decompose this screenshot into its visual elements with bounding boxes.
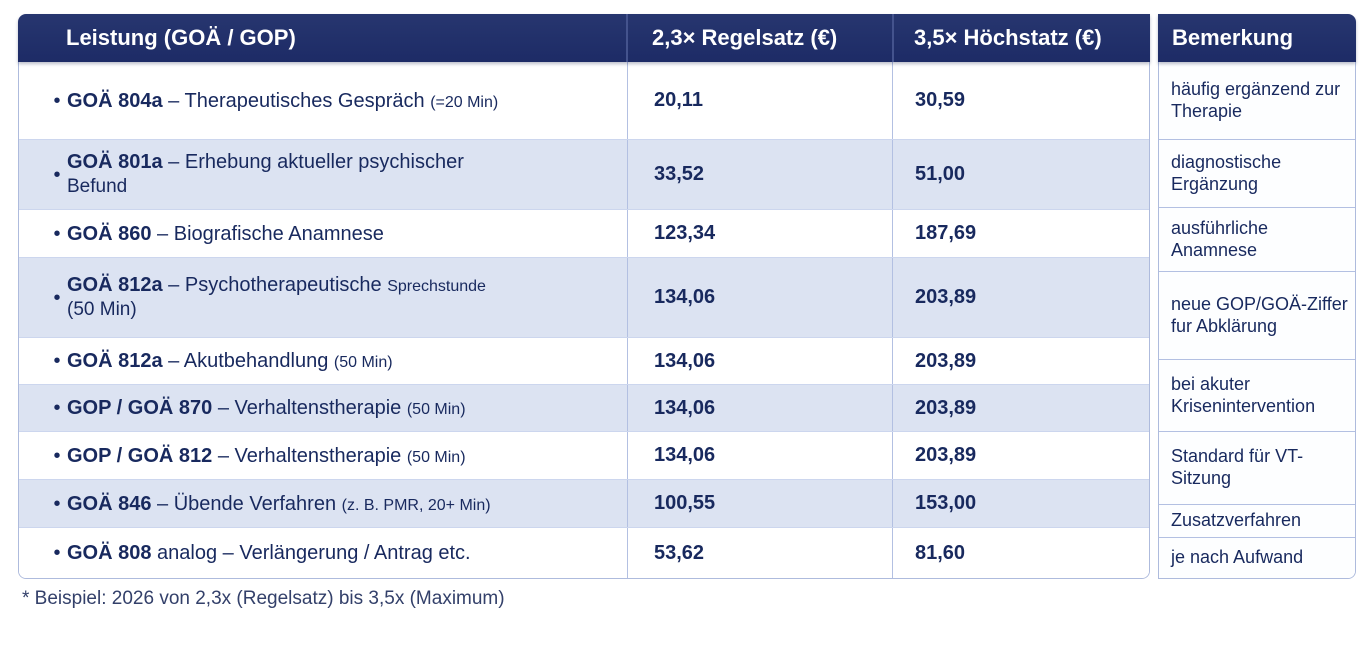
- column-gap: [1150, 14, 1158, 579]
- bemerkung-cell: diagnostische Ergänzung: [1159, 140, 1355, 208]
- bemerkung-cell: je nach Aufwand: [1159, 538, 1355, 578]
- bemerkung-cell: bei akuter Krisenintervention: [1159, 360, 1355, 432]
- table-row: • GOÄ 801a – Erhebung aktueller psychisc…: [19, 140, 1149, 210]
- bemerkung-cell: häufig ergänzend zur Therapie: [1159, 62, 1355, 140]
- leistung-cell: • GOÄ 804a – Therapeutisches Gespräch (=…: [19, 62, 627, 139]
- column-header-bemerkung: Bemerkung: [1158, 14, 1356, 62]
- regelsatz-cell: 53,62: [627, 528, 893, 578]
- hoechstsatz-cell: 203,89: [915, 444, 977, 466]
- regelsatz-cell: 123,34: [627, 210, 893, 257]
- hoechstsatz-cell: 203,89: [915, 396, 977, 419]
- bullet-icon: •: [53, 350, 61, 372]
- leistung-text: GOP / GOÄ 870 – Verhaltenstherapie (50 M…: [67, 397, 466, 419]
- bullet-icon: •: [53, 542, 61, 564]
- hoechstsatz-cell: 153,00: [915, 492, 977, 514]
- leistung-cell: • GOÄ 801a – Erhebung aktueller psychisc…: [19, 140, 627, 209]
- regelsatz-cell: 134,06: [627, 258, 893, 337]
- hoechstsatz-cell: 203,89: [915, 286, 977, 308]
- bemerkung-cell: Standard für VT-Sitzung: [1159, 432, 1355, 505]
- leistung-text: GOP / GOÄ 812 – Verhaltenstherapie (50 M…: [67, 444, 466, 467]
- footnote: * Beispiel: 2026 von 2,3x (Regelsatz) bi…: [22, 588, 505, 609]
- leistung-text: GOÄ 808 analog – Verlängerung / Antrag e…: [67, 542, 471, 564]
- regelsatz-cell: 134,06: [627, 338, 893, 384]
- table-header-row: Leistung (GOÄ / GOP) 2,3× Regelsatz (€) …: [18, 14, 1150, 62]
- table-row: • GOÄ 860 – Biografische Anamnese 123,34…: [19, 210, 1149, 258]
- leistung-cell: • GOÄ 860 – Biografische Anamnese: [19, 210, 627, 257]
- leistung-cell: • GOP / GOÄ 870 – Verhaltenstherapie (50…: [19, 385, 627, 431]
- table-row: • GOÄ 812a – Akutbehandlung (50 Min) 134…: [19, 338, 1149, 385]
- leistung-cell: • GOP / GOÄ 812 – Verhaltenstherapie (50…: [19, 432, 627, 479]
- leistung-cell: • GOÄ 846 – Übende Verfahren (z. B. PMR,…: [19, 480, 627, 527]
- bemerkung-cell: Zusatzverfahren: [1159, 505, 1355, 538]
- regelsatz-cell: 134,06: [627, 385, 893, 431]
- hoechstsatz-cell: 187,69: [915, 222, 977, 244]
- leistung-text: GOÄ 812a – Psychotherapeutische Sprechst…: [67, 274, 486, 321]
- table-row: • GOÄ 846 – Übende Verfahren (z. B. PMR,…: [19, 480, 1149, 528]
- bullet-icon: •: [53, 397, 61, 419]
- table-row: • GOP / GOÄ 812 – Verhaltenstherapie (50…: [19, 432, 1149, 480]
- table-body: • GOÄ 804a – Therapeutisches Gespräch (=…: [18, 62, 1150, 579]
- bemerkung-cell: ausführliche Anamnese: [1159, 208, 1355, 272]
- leistung-cell: • GOÄ 812a – Akutbehandlung (50 Min): [19, 338, 627, 384]
- bullet-icon: •: [53, 444, 61, 467]
- leistung-text: GOÄ 804a – Therapeutisches Gespräch (=20…: [67, 89, 499, 112]
- hoechstsatz-cell: 51,00: [915, 163, 966, 185]
- hoechstsatz-cell: 203,89: [915, 349, 977, 372]
- column-header-regelsatz: 2,3× Regelsatz (€): [628, 14, 894, 62]
- leistung-text: GOÄ 812a – Akutbehandlung (50 Min): [67, 350, 393, 372]
- leistung-cell: • GOÄ 812a – Psychotherapeutische Sprech…: [19, 258, 627, 337]
- fee-table: Leistung (GOÄ / GOP) 2,3× Regelsatz (€) …: [18, 14, 1356, 579]
- hoechstsatz-cell: 81,60: [915, 541, 966, 564]
- leistung-text: GOÄ 860 – Biografische Anamnese: [67, 222, 384, 245]
- bullet-icon: •: [53, 286, 61, 309]
- bullet-icon: •: [53, 222, 61, 245]
- column-header-hoechstsatz: 3,5× Höchstatz (€): [914, 25, 1102, 50]
- bullet-icon: •: [53, 492, 61, 515]
- regelsatz-cell: 33,52: [627, 140, 893, 209]
- bemerkung-column: Bemerkung häufig ergänzend zur Therapie d…: [1158, 14, 1356, 579]
- column-header-leistung: Leistung (GOÄ / GOP): [18, 14, 628, 62]
- bemerkung-cell: neue GOP/GOÄ-Ziffer fur Abklärung: [1159, 272, 1355, 360]
- regelsatz-cell: 20,11: [627, 62, 893, 139]
- table-row: • GOÄ 808 analog – Verlängerung / Antrag…: [19, 528, 1149, 578]
- leistung-cell: • GOÄ 808 analog – Verlängerung / Antrag…: [19, 528, 627, 578]
- bemerkung-body: häufig ergänzend zur Therapie diagnostisc…: [1158, 62, 1356, 579]
- bullet-icon: •: [53, 89, 61, 112]
- regelsatz-cell: 134,06: [627, 432, 893, 479]
- regelsatz-cell: 100,55: [627, 480, 893, 527]
- hoechstsatz-cell: 30,59: [915, 89, 966, 111]
- leistung-text: GOÄ 846 – Übende Verfahren (z. B. PMR, 2…: [67, 492, 491, 515]
- table-row: • GOÄ 804a – Therapeutisches Gespräch (=…: [19, 62, 1149, 140]
- table-row: • GOÄ 812a – Psychotherapeutische Sprech…: [19, 258, 1149, 338]
- leistung-text: GOÄ 801a – Erhebung aktueller psychische…: [67, 151, 464, 198]
- main-table: Leistung (GOÄ / GOP) 2,3× Regelsatz (€) …: [18, 14, 1150, 579]
- bullet-icon: •: [53, 163, 61, 186]
- table-row: • GOP / GOÄ 870 – Verhaltenstherapie (50…: [19, 385, 1149, 432]
